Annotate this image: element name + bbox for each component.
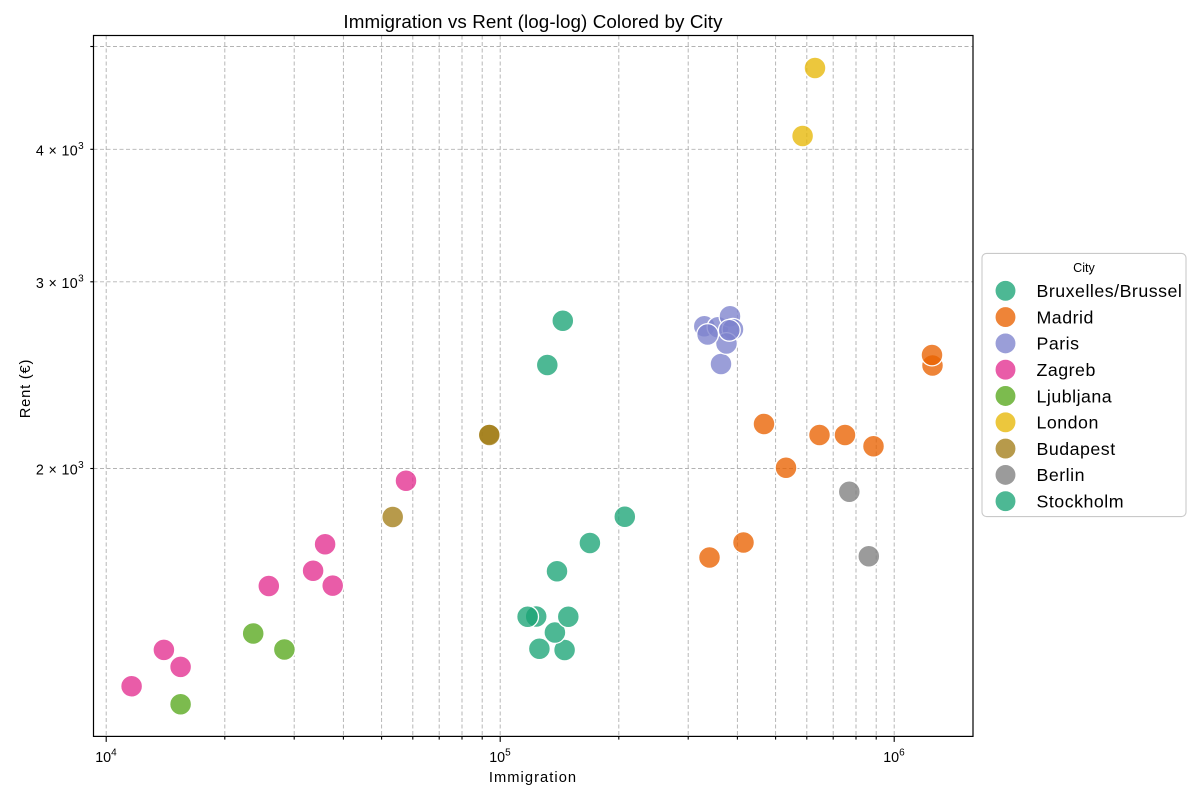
svg-text:Madrid: Madrid [1037, 307, 1094, 327]
svg-text:Immigration: Immigration [489, 770, 577, 786]
svg-text:Immigration vs Rent (log-log): Immigration vs Rent (log-log) Colored by… [343, 11, 723, 32]
svg-text:3 × 103: 3 × 103 [36, 273, 84, 292]
svg-text:Stockholm: Stockholm [1037, 492, 1125, 512]
svg-text:Paris: Paris [1037, 334, 1080, 354]
svg-text:4 × 103: 4 × 103 [36, 141, 84, 160]
svg-text:Rent (€): Rent (€) [18, 359, 34, 418]
svg-text:Berlin: Berlin [1037, 465, 1085, 485]
svg-text:City: City [1073, 261, 1095, 275]
svg-text:Zagreb: Zagreb [1037, 360, 1096, 380]
svg-text:Ljubljana: Ljubljana [1037, 386, 1113, 406]
svg-text:2 × 103: 2 × 103 [36, 460, 84, 479]
svg-text:Budapest: Budapest [1037, 439, 1116, 459]
svg-text:Bruxelles/Brussel: Bruxelles/Brussel [1037, 281, 1183, 301]
svg-text:London: London [1037, 413, 1099, 433]
